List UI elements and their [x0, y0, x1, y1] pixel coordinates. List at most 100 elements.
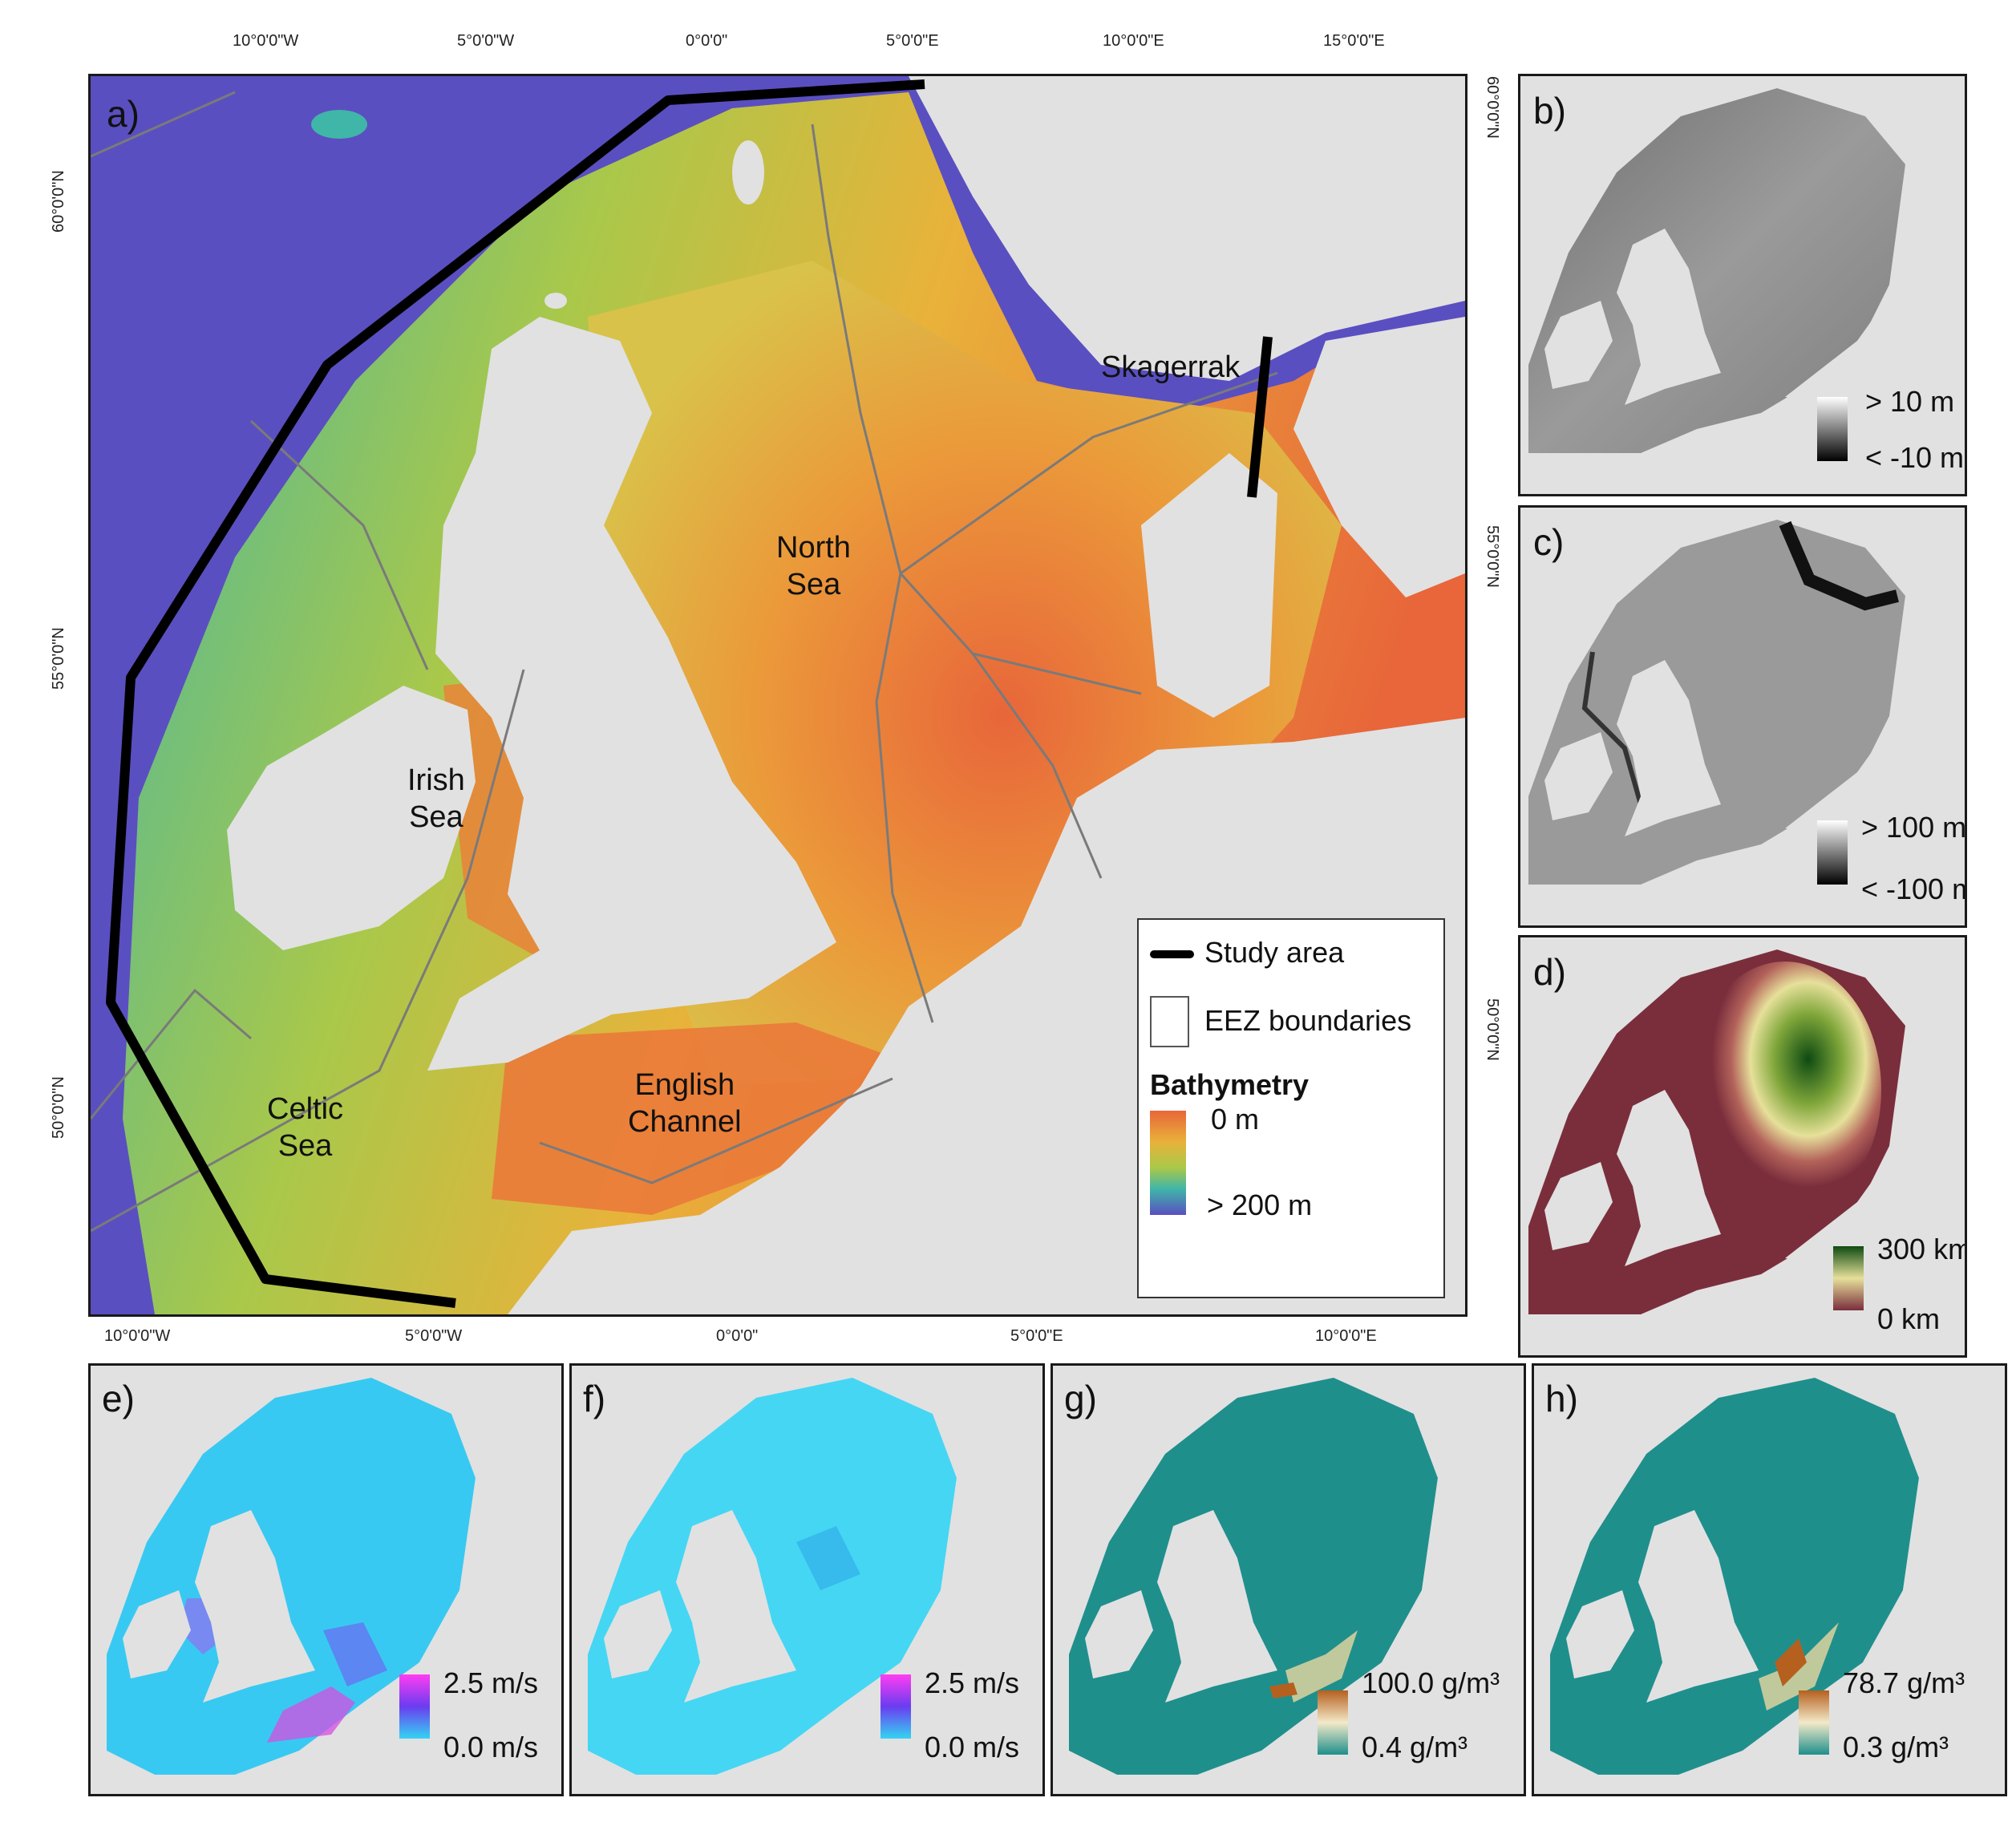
- panel-d-label: d): [1533, 951, 1566, 993]
- legend-bathy-max: > 200 m: [1207, 1188, 1313, 1221]
- panel-e-map: [107, 1378, 561, 1775]
- high-speed-zone: [267, 1686, 355, 1743]
- panel-h-label: h): [1545, 1378, 1578, 1419]
- panel-c-legend-high: > 100 m: [1861, 811, 1967, 844]
- bottom-tick: 5°0'0"E: [1010, 1327, 1063, 1345]
- panel-h-legend-low: 0.3 g/m³: [1843, 1731, 1949, 1763]
- great-britain-land: [427, 317, 836, 1071]
- scandinavia-land: [1293, 317, 1465, 597]
- europe-land: [1785, 556, 1965, 844]
- study-area-legend-symbol: [1150, 950, 1194, 958]
- panel-b-bpi-fine: b) > 10 m < -10 m: [1518, 74, 1967, 496]
- gb-land: [1617, 229, 1721, 405]
- study-area-raster: [588, 1378, 957, 1775]
- panel-e-legend-low: 0.0 m/s: [443, 1731, 539, 1763]
- panel-d-distance-to-coast: d) 300 km 0 km: [1518, 935, 1967, 1358]
- norwegian-trench: [1779, 520, 1899, 611]
- island: [311, 110, 367, 139]
- panel-a-bathymetry-map: a) North Sea Irish Sea Celtic Sea Englis…: [88, 74, 1467, 1317]
- bathymetry-colorbar: [1150, 1111, 1186, 1215]
- high-concentration-zone: [1285, 1630, 1358, 1703]
- panel-f-map: [588, 1378, 1042, 1775]
- top-tick: 5°0'0"E: [886, 32, 939, 50]
- panel-b-colorbar: [1817, 397, 1848, 461]
- study-area-raster: [1069, 1378, 1438, 1775]
- panel-d-map: [1528, 949, 1965, 1314]
- ireland-land: [1544, 732, 1613, 820]
- europe-land: [363, 1398, 561, 1727]
- gb-land: [1638, 1510, 1759, 1703]
- region-label-english-channel: English Channel: [628, 1068, 742, 1139]
- gb-land: [195, 1510, 315, 1703]
- left-tick: 55°0'0"N: [50, 627, 67, 690]
- panel-g-legend-high: 100.0 g/m³: [1362, 1666, 1500, 1699]
- study-area-raster: [1528, 520, 1905, 885]
- island: [732, 140, 764, 204]
- europe-land: [1807, 1398, 2005, 1727]
- panel-e-colorbar: [399, 1674, 430, 1739]
- ireland-land: [1544, 301, 1613, 389]
- panel-h-suspended-sediment-alt: h) 78.7 g/m³ 0.3 g/m³: [1532, 1363, 2007, 1796]
- top-tick: 5°0'0"W: [457, 32, 515, 50]
- island: [544, 293, 567, 309]
- study-area-line: [106, 79, 925, 1308]
- panel-g-label: g): [1064, 1378, 1097, 1419]
- panel-h-map: [1550, 1378, 2005, 1775]
- gb-land: [1157, 1510, 1277, 1703]
- panel-f-label: f): [583, 1378, 606, 1419]
- panel-d-legend-high: 300 km: [1877, 1233, 1967, 1265]
- panel-f-legend-high: 2.5 m/s: [925, 1666, 1020, 1699]
- legend-bathy-min: 0 m: [1211, 1103, 1260, 1136]
- panel-c-map: [1528, 520, 1965, 885]
- panel-b-label: b): [1533, 90, 1566, 132]
- bottom-tick: 5°0'0"W: [405, 1327, 463, 1345]
- moderate-speed-zone: [796, 1526, 860, 1590]
- english-channel-shallow: [492, 1022, 909, 1215]
- bottom-tick: 10°0'0"E: [1315, 1327, 1377, 1345]
- panel-e-legend-high: 2.5 m/s: [443, 1666, 539, 1699]
- panel-h-colorbar: [1799, 1690, 1829, 1755]
- ireland-land: [1544, 1162, 1613, 1250]
- ireland-land: [1085, 1590, 1153, 1678]
- legend-bathymetry-title: Bathymetry: [1150, 1068, 1310, 1101]
- region-label-skagerrak: Skagerrak: [1101, 350, 1241, 384]
- region-label-celtic-sea: Celtic Sea: [267, 1092, 344, 1163]
- map-legend: Study area EEZ boundaries Bathymetry 0 m…: [1137, 918, 1445, 1298]
- gb-land: [1617, 1090, 1721, 1266]
- europe-land: [1785, 986, 1965, 1274]
- offshore-distance-peak: [1689, 962, 1881, 1218]
- top-tick: 0°0'0": [686, 32, 728, 50]
- region-label-irish-sea: Irish Sea: [407, 763, 465, 834]
- study-area-raster: [107, 1378, 476, 1775]
- panel-c-legend-low: < -100 m: [1861, 873, 1967, 905]
- panel-e-current-speed: e) 2.5 m/s 0.0 m/s: [88, 1363, 564, 1796]
- left-tick: 60°0'0"N: [50, 170, 67, 233]
- panel-h-legend-high: 78.7 g/m³: [1843, 1666, 1965, 1699]
- panel-b-legend-high: > 10 m: [1865, 385, 1955, 418]
- high-speed-zone: [323, 1622, 387, 1686]
- gb-land: [676, 1510, 796, 1703]
- europe-land: [844, 1398, 1042, 1727]
- norway-land: [909, 76, 1465, 381]
- panel-d-colorbar: [1833, 1246, 1864, 1310]
- panel-g-suspended-sediment: g) 100.0 g/m³ 0.4 g/m³: [1051, 1363, 1526, 1796]
- bottom-tick: 10°0'0"W: [104, 1327, 171, 1345]
- panel-c-colorbar: [1817, 820, 1848, 885]
- panel-e-label: e): [102, 1378, 135, 1419]
- ireland-land: [1566, 1590, 1634, 1678]
- left-tick: 50°0'0"N: [50, 1076, 67, 1139]
- panel-f-colorbar: [880, 1674, 911, 1739]
- panel-f-legend-low: 0.0 m/s: [925, 1731, 1020, 1763]
- top-tick: 10°0'0"W: [233, 32, 299, 50]
- ireland-land: [123, 1590, 191, 1678]
- right-tick: 50°0'0"N: [1484, 998, 1501, 1061]
- study-area-line-skagerrak: [1247, 336, 1273, 498]
- panel-a-label: a): [107, 93, 140, 135]
- high-concentration-zone: [1775, 1638, 1807, 1686]
- panel-g-colorbar: [1318, 1690, 1348, 1755]
- panel-f-current-speed-alt: f) 2.5 m/s 0.0 m/s: [569, 1363, 1045, 1796]
- shelf-edge-dark: [1581, 651, 1643, 805]
- panel-g-map: [1069, 1378, 1524, 1775]
- ireland-land: [604, 1590, 672, 1678]
- eez-legend-symbol: [1150, 996, 1189, 1047]
